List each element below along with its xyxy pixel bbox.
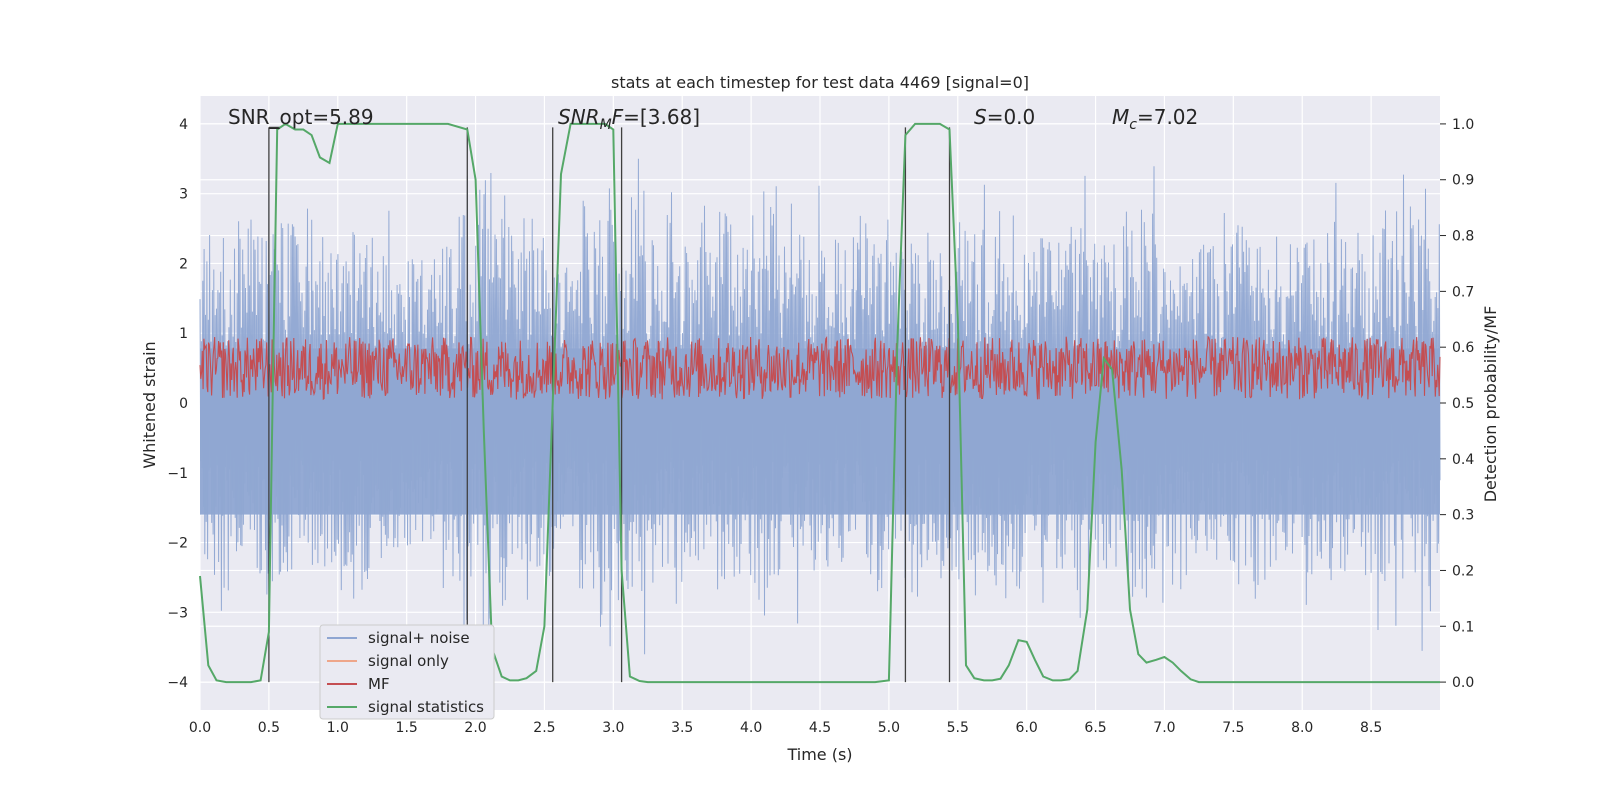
y-tick-label: −4 [167, 675, 188, 691]
mf-series [199, 335, 1441, 401]
annotation-s: S=0.0 [974, 105, 1035, 129]
x-tick-label: 6.5 [1084, 720, 1106, 736]
y2-tick-label: 0.5 [1452, 396, 1474, 412]
x-tick-label: 2.5 [533, 720, 555, 736]
x-tick-label: 6.0 [1016, 720, 1038, 736]
x-tick-label: 5.0 [878, 720, 900, 736]
x-tick-label: 1.5 [396, 720, 418, 736]
annotation-snr-opt: SNR_opt=5.89 [228, 105, 374, 129]
x-tick-label: 7.5 [1222, 720, 1244, 736]
x-tick-label: 5.5 [947, 720, 969, 736]
x-axis-label: Time (s) [786, 745, 852, 764]
annotation-s-value: =0.0 [987, 105, 1036, 129]
y-tick-label: 2 [179, 256, 188, 272]
annotation-snr-mf-subscript: M [600, 117, 612, 133]
x-ticks: 0.0 0.5 1.0 1.5 2.0 2.5 3.0 3.5 4.0 4.5 5.0 5.5 6.0 6… [189, 720, 1382, 736]
annotation-snr-mf-value: =[3.68] [623, 105, 700, 129]
y-tick-label: −3 [167, 605, 188, 621]
legend-box [319, 624, 495, 720]
x-tick-label: 0.0 [189, 720, 211, 736]
y2-tick-label: 0.6 [1452, 340, 1474, 356]
annotation-mc: Mc=7.02 [1112, 105, 1198, 133]
y2-tick-label: 0.9 [1452, 173, 1474, 189]
y-tick-label: 1 [179, 326, 188, 342]
x-tick-label: 4.5 [809, 720, 831, 736]
annotation-snr-mf: SNRMF=[3.68] [558, 105, 700, 133]
y2-ticks: 1.0 0.9 0.8 0.7 0.6 0.5 0.4 0.3 0.2 0.1 0.0 [1440, 117, 1474, 691]
annotation-snr-mf-symbol: SNR [558, 105, 600, 129]
y2-tick-label: 0.3 [1452, 508, 1474, 524]
x-tick-label: 3.5 [671, 720, 693, 736]
annotation-mc-value: =7.02 [1137, 105, 1198, 129]
y2-tick-label: 0.1 [1452, 619, 1474, 635]
annotation-mc-subscript: c [1129, 117, 1137, 133]
y2-tick-label: 0.7 [1452, 284, 1474, 300]
signal-statistics-series [199, 122, 1440, 684]
annotation-s-symbol: S [974, 105, 987, 129]
annotation-snr-mf-symbol2: F [612, 105, 624, 129]
mf-line [199, 335, 1441, 401]
y-axis-label: Whitened strain [140, 341, 159, 468]
annotation-mc-symbol: M [1112, 105, 1129, 129]
y-tick-label: −2 [167, 536, 188, 552]
x-tick-label: 8.0 [1291, 720, 1313, 736]
vertical-lines [268, 126, 951, 683]
y-tick-label: −1 [167, 466, 188, 482]
y-tick-label: 4 [179, 117, 188, 133]
legend-label-signal-statistics: signal statistics [368, 698, 484, 716]
signal-statistics-line [199, 122, 1440, 684]
legend: signal+ noise signal only MF signal stat… [319, 624, 495, 720]
legend-label-mf: MF [368, 675, 390, 693]
x-tick-label: 0.5 [258, 720, 280, 736]
x-tick-label: 2.0 [464, 720, 486, 736]
x-tick-label: 7.0 [1153, 720, 1175, 736]
y2-tick-label: 0.8 [1452, 229, 1474, 245]
y2-tick-label: 0.0 [1452, 675, 1474, 691]
y2-tick-label: 0.4 [1452, 452, 1474, 468]
chart-title: stats at each timestep for test data 446… [611, 73, 1029, 92]
legend-label-signal-noise: signal+ noise [368, 629, 470, 647]
x-tick-label: 1.0 [327, 720, 349, 736]
y2-tick-label: 0.2 [1452, 563, 1474, 579]
y2-axis-label: Detection probability/MF [1481, 306, 1500, 503]
x-tick-label: 4.0 [740, 720, 762, 736]
y-tick-label: 3 [179, 187, 188, 203]
y-ticks: 4 3 2 1 0 −1 −2 −3 −4 [167, 117, 188, 691]
x-tick-label: 8.5 [1360, 720, 1382, 736]
y2-tick-label: 1.0 [1452, 117, 1474, 133]
y-tick-label: 0 [179, 396, 188, 412]
x-tick-label: 3.0 [602, 720, 624, 736]
legend-label-signal-only: signal only [368, 652, 449, 670]
